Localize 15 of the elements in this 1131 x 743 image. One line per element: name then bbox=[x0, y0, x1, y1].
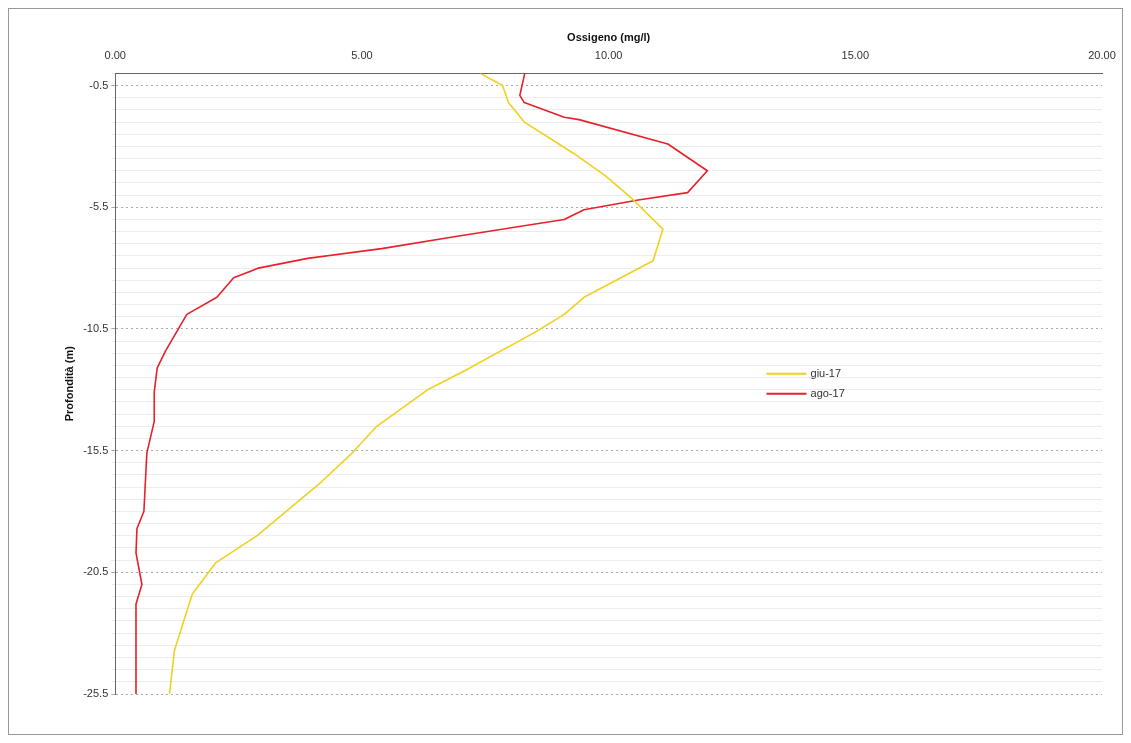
x-tick-label: 15.00 bbox=[841, 48, 870, 61]
y-axis-title: Profondità (m) bbox=[62, 345, 75, 422]
y-tick-label: -20.5 bbox=[83, 565, 109, 578]
x-axis-title: Ossigeno (mg/l) bbox=[567, 30, 651, 43]
y-tick-label: -15.5 bbox=[83, 443, 109, 456]
legend-label: ago-17 bbox=[810, 386, 845, 399]
y-tick-label: -5.5 bbox=[89, 200, 109, 213]
x-tick-label: 20.00 bbox=[1088, 48, 1116, 61]
y-tick-label: -0.5 bbox=[89, 78, 109, 91]
y-tick-label: -25.5 bbox=[83, 687, 109, 700]
x-tick-label: 0.00 bbox=[104, 48, 126, 61]
x-tick-label: 10.00 bbox=[594, 48, 623, 61]
x-tick-label: 5.00 bbox=[351, 48, 373, 61]
y-tick-label: -10.5 bbox=[83, 321, 109, 334]
legend-label: giu-17 bbox=[810, 366, 842, 379]
